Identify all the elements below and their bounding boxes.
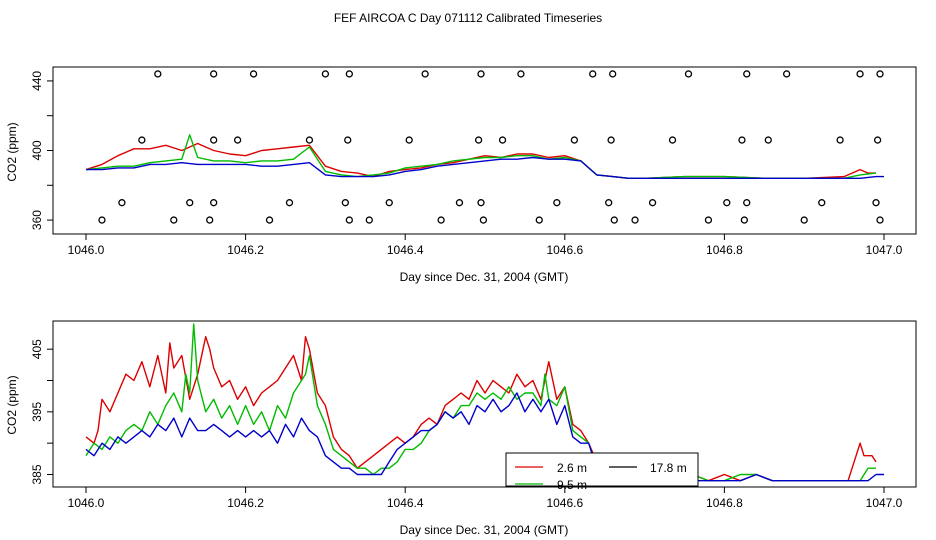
bottom-x-tick-label: 1046.8: [706, 496, 743, 510]
calibration-marker: [341, 199, 350, 207]
bottom-plot-frame: [52, 320, 917, 488]
calibration-marker: [98, 216, 106, 224]
calibration-marker: [684, 70, 693, 78]
calibration-marker: [421, 70, 429, 78]
bottom-x-axis-label: Day since Dec. 31, 2004 (GMT): [400, 523, 569, 537]
calibration-marker: [365, 216, 373, 224]
calibration-marker: [479, 216, 488, 224]
bottom-x-tick-label: 1046.2: [227, 496, 264, 510]
calibration-marker: [589, 70, 597, 78]
calibration-marker: [800, 216, 808, 224]
calibration-marker: [668, 136, 677, 144]
calibration-marker: [138, 136, 146, 144]
bottom-x-tick-label: 1046.6: [546, 496, 583, 510]
calibration-marker: [477, 199, 485, 207]
calibration-marker: [186, 199, 194, 207]
calibration-marker: [210, 70, 218, 78]
top-x-axis-label: Day since Dec. 31, 2004 (GMT): [400, 270, 569, 284]
top-x-tick-label: 1046.8: [706, 243, 743, 257]
calibration-marker: [836, 136, 844, 144]
bottom-x-tick-label: 1047.0: [866, 496, 903, 510]
top-x-tick-label: 1046.4: [387, 243, 424, 257]
bottom-y-tick-label: 405: [30, 339, 44, 359]
calibration-marker: [210, 136, 218, 144]
top-y-axis-label: CO2 (ppm): [5, 122, 19, 181]
calibration-marker: [631, 216, 639, 224]
bottom-x-tick-label: 1046.4: [387, 496, 424, 510]
calibration-marker: [170, 216, 178, 224]
top-y-tick-label: 440: [30, 71, 44, 91]
calibration-marker: [474, 136, 483, 144]
bottom-plot-area: 1046.0 1046.2 1046.4 1046.6 1046.8 1047.0 385 3…: [30, 320, 917, 510]
calibration-marker: [305, 136, 314, 144]
calibration-marker: [517, 70, 525, 78]
calibration-marker: [233, 136, 242, 144]
legend-label-2-6m: 2.6 m: [557, 461, 587, 475]
calibration-marker: [285, 199, 294, 207]
calibration-marker: [405, 136, 413, 144]
top-x-tick-label: 1046.6: [546, 243, 583, 257]
calibration-marker: [743, 70, 751, 78]
calibration-marker: [648, 199, 657, 207]
calibration-marker: [154, 70, 162, 78]
calibration-marker: [743, 199, 751, 207]
bottom-y-tick-label: 385: [30, 464, 44, 484]
bottom-panel: 1046.0 1046.2 1046.4 1046.6 1046.8 1047.0 385 3…: [5, 320, 917, 537]
calibration-marker: [740, 216, 748, 224]
calibration-marker: [265, 216, 274, 224]
legend: 2.6 m 17.8 m 9.5 m: [505, 452, 699, 492]
calibration-marker: [118, 199, 126, 207]
top-x-tick-label: 1046.0: [68, 243, 105, 257]
calibration-marker: [345, 70, 353, 78]
calibration-marker: [872, 199, 880, 207]
bottom-x-tick-label: 1046.0: [68, 496, 105, 510]
calibration-marker: [704, 216, 713, 224]
top-panel: 1046.0 1046.2 1046.4 1046.6 1046.8 1047.0 360 4…: [5, 66, 917, 284]
calibration-marker: [344, 136, 352, 144]
top-y-tick-label: 400: [30, 140, 44, 160]
bottom-series-9-5-m: [85, 323, 876, 482]
calibration-marker: [782, 70, 791, 78]
legend-box: [505, 452, 699, 487]
calibration-marker: [856, 70, 864, 78]
chart-title: FEF AIRCOA C Day 071112 Calibrated Times…: [334, 11, 602, 25]
calibration-marker: [570, 136, 579, 144]
calibration-marker: [321, 70, 330, 78]
calibration-marker: [249, 70, 258, 78]
top-x-tick-label: 1047.0: [866, 243, 903, 257]
calibration-marker: [607, 136, 615, 144]
calibration-marker: [873, 136, 882, 144]
calibration-marker: [723, 199, 731, 207]
calibration-marker: [206, 216, 214, 224]
calibration-marker: [210, 199, 218, 207]
calibration-marker: [535, 216, 543, 224]
calibration-marker: [345, 216, 353, 224]
top-series-17-8-m: [86, 156, 884, 180]
calibration-marker: [764, 136, 772, 144]
calibration-marker: [477, 70, 485, 78]
calibration-marker: [609, 70, 617, 78]
calibration-marker: [553, 199, 561, 207]
bottom-series-17-8-m: [85, 392, 884, 482]
calibration-marker: [437, 216, 445, 224]
calibration-marker: [610, 216, 618, 224]
top-x-tick-label: 1046.2: [227, 243, 264, 257]
calibration-marker: [385, 199, 393, 207]
top-plot-area: 1046.0 1046.2 1046.4 1046.6 1046.8 1047.0 360 4…: [30, 66, 917, 257]
calibration-marker: [605, 199, 613, 207]
calibration-marker: [876, 70, 884, 78]
bottom-y-tick-label: 395: [30, 401, 44, 421]
legend-label-17-8m: 17.8 m: [650, 461, 687, 475]
calibration-marker: [876, 216, 884, 224]
calibration-marker: [738, 136, 746, 144]
calibration-marker: [498, 136, 507, 144]
calibration-marker: [455, 199, 464, 207]
calibration-marker: [818, 199, 826, 207]
top-y-tick-label: 360: [30, 210, 44, 230]
legend-label-9-5m: 9.5 m: [557, 478, 587, 492]
bottom-y-axis-label: CO2 (ppm): [5, 375, 19, 434]
